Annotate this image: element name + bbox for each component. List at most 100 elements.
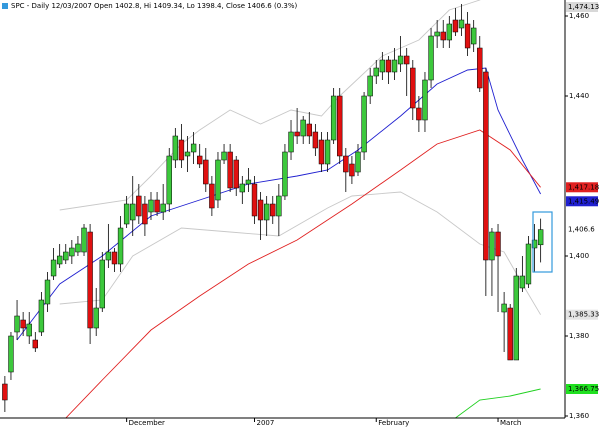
candle-body xyxy=(294,131,300,137)
candle-body xyxy=(410,67,416,109)
indicator-line xyxy=(59,0,481,211)
candle-body xyxy=(8,335,14,373)
candle-body xyxy=(440,31,446,41)
candle-body xyxy=(32,339,38,349)
indicator-line xyxy=(455,388,541,418)
candle-body xyxy=(166,155,172,205)
candle-body xyxy=(154,199,160,213)
candle-body xyxy=(44,279,51,305)
candle-body xyxy=(434,31,440,37)
candle-body xyxy=(379,59,386,73)
candle-body xyxy=(385,59,392,73)
value-flag-label: 1,385.33 xyxy=(568,311,599,319)
candle-body xyxy=(203,159,209,185)
highlight-box xyxy=(532,211,553,273)
value-flag-label: 1,415.49 xyxy=(568,197,599,205)
candle-body xyxy=(282,151,288,197)
candle-body xyxy=(251,183,258,217)
candle-body xyxy=(397,55,404,65)
candle-body xyxy=(428,35,434,81)
candle-body xyxy=(452,19,459,33)
candle-body xyxy=(355,151,361,173)
chart-title: SPC - Daily 12/03/2007 Open 1402.8, Hi 1… xyxy=(11,2,297,10)
candles xyxy=(2,4,544,412)
candle-body xyxy=(190,143,197,153)
candle-body xyxy=(63,251,69,261)
candle-body xyxy=(172,135,179,161)
candle-body xyxy=(81,227,87,253)
x-tick-label: December xyxy=(129,419,165,427)
candle-body xyxy=(446,23,453,41)
candle-body xyxy=(525,243,532,285)
candle-body xyxy=(489,231,495,261)
candle-body xyxy=(270,203,276,217)
y-tick-label: 1,380 xyxy=(569,332,589,340)
candle-body xyxy=(26,323,32,337)
candle-body xyxy=(197,155,203,165)
candle-body xyxy=(318,139,325,165)
candle-body xyxy=(215,159,221,201)
candle-body xyxy=(87,231,93,329)
candle-body xyxy=(38,299,45,333)
candle-body xyxy=(495,231,501,257)
candle-body xyxy=(324,139,331,165)
candle-body xyxy=(507,307,513,361)
candle-body xyxy=(519,275,526,289)
candle-body xyxy=(373,67,379,77)
x-tick-label: March xyxy=(500,419,521,427)
candle-body xyxy=(306,123,312,137)
y-tick-label: 1,400 xyxy=(569,252,589,260)
candle-body xyxy=(56,255,63,265)
candle-body xyxy=(75,243,81,253)
candle-body xyxy=(477,47,483,89)
x-tick-label: 2007 xyxy=(256,419,274,427)
x-tick-label: February xyxy=(378,419,409,427)
candle-body xyxy=(464,23,471,49)
candle-body xyxy=(531,239,538,249)
candle-body xyxy=(2,383,8,401)
title-icon xyxy=(2,3,8,9)
candle-body xyxy=(300,119,306,137)
candle-body xyxy=(227,151,233,189)
candle-body xyxy=(184,151,191,157)
value-flag-label: 1,366.75 xyxy=(568,385,599,393)
candle-body xyxy=(422,79,428,121)
value-flag-label: 1,474.13 xyxy=(568,3,599,11)
candle-body xyxy=(391,59,398,73)
candle-body xyxy=(105,251,112,261)
candle-body xyxy=(288,131,294,153)
candle-body xyxy=(337,95,343,157)
candle-body xyxy=(136,195,142,217)
candle-body xyxy=(50,259,57,277)
candle-body xyxy=(142,203,148,225)
value-flag xyxy=(566,182,598,193)
value-flag xyxy=(566,196,598,207)
candle-body xyxy=(263,203,270,221)
candle-body xyxy=(416,107,422,121)
candle-body xyxy=(470,27,477,45)
value-flag-label: 1,417.18 xyxy=(568,183,599,191)
candle-body xyxy=(513,275,519,361)
candle-body xyxy=(404,55,410,65)
candle-body xyxy=(178,139,185,161)
candle-body xyxy=(233,159,239,189)
candle-body xyxy=(537,229,544,246)
candle-body xyxy=(148,199,154,213)
candle-body xyxy=(93,307,99,329)
value-flag-label: 1,406.6 xyxy=(568,226,595,234)
candle-body xyxy=(257,199,264,221)
candle-body xyxy=(349,163,355,177)
value-flag xyxy=(566,384,598,394)
indicator-line xyxy=(16,67,541,341)
candle-body xyxy=(69,247,75,257)
candle-body xyxy=(20,319,26,329)
candle-body xyxy=(117,227,124,265)
candle-body xyxy=(209,183,215,209)
candle-body xyxy=(483,71,489,261)
y-tick-label: 1,440 xyxy=(569,92,589,100)
candle-body xyxy=(123,203,130,225)
axis-labels: 1,460 1,440 1,400 1,380 1,360 December 2007 Feb… xyxy=(126,2,599,427)
value-flag xyxy=(566,309,598,320)
